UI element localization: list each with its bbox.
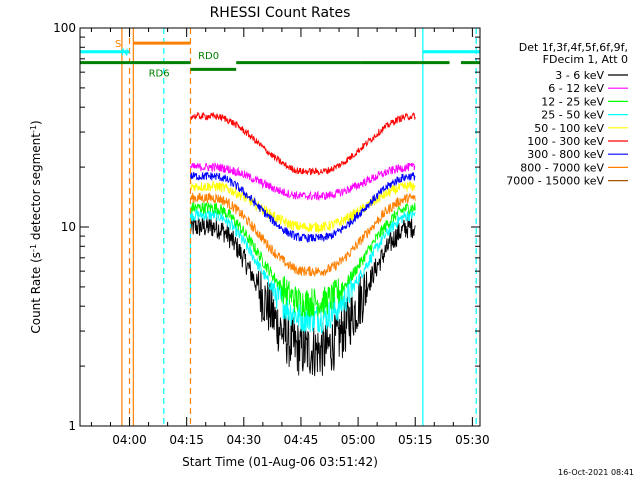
- series-trace: [289, 217, 416, 377]
- legend-header-line-2: FDecim 1, Att 0: [543, 53, 628, 66]
- series-trace: [289, 208, 416, 335]
- chart-title: RHESSI Count Rates: [210, 5, 351, 21]
- legend-entry-label: 7000 - 15000 keV: [506, 175, 604, 188]
- rd-state-label: RD6: [149, 69, 170, 80]
- x-tick-label: 05:00: [341, 433, 376, 447]
- legend-entry-label: 300 - 800 keV: [527, 148, 604, 161]
- series-trace: [190, 111, 290, 170]
- series-trace: [190, 161, 290, 199]
- legend-entry-label: 25 - 50 keV: [541, 109, 604, 122]
- x-tick-label: 04:15: [169, 433, 204, 447]
- y-tick-label: 1: [68, 419, 76, 433]
- x-tick-label: 04:45: [284, 433, 319, 447]
- legend-entry-label: 6 - 12 keV: [548, 82, 604, 95]
- y-axis-label-sup2: -1: [29, 125, 38, 133]
- series-trace: [289, 202, 416, 318]
- x-tick-label: 04:30: [227, 433, 262, 447]
- legend-entry-label: 3 - 6 keV: [555, 69, 604, 82]
- y-axis-label-end: ): [29, 120, 43, 125]
- plot-timestamp: 16-Oct-2021 08:41: [558, 468, 634, 477]
- x-tick-label: 04:00: [112, 433, 147, 447]
- legend: Det 1f,3f,4f,5f,6f,9f, FDecim 1, Att 0 3…: [506, 41, 628, 188]
- rd-state-label: RD0: [198, 51, 219, 62]
- y-axis-label-sup1: -1: [29, 244, 38, 252]
- x-tick-label: 05:30: [455, 433, 490, 447]
- legend-entry-label: 12 - 25 keV: [541, 95, 604, 108]
- series-trace: [190, 171, 290, 237]
- axes-layer: 04:00 04:15 04:30 04:45 05:00 05:15 05:30 1 10 10…: [53, 21, 490, 447]
- legend-header-line-1: Det 1f,3f,4f,5f,6f,9f,: [519, 41, 628, 54]
- legend-entry-label: 100 - 300 keV: [527, 135, 604, 148]
- series-trace: [190, 202, 290, 306]
- series-trace: [190, 209, 290, 321]
- x-tick-label: 05:15: [398, 433, 433, 447]
- series-trace: [190, 215, 290, 368]
- y-axis-label-main: Count Rate (s: [29, 252, 43, 334]
- y-axis-label-mid: detector segment: [29, 133, 43, 244]
- series-trace: [289, 172, 416, 243]
- x-axis-label: Start Time (01-Aug-06 03:51:42): [182, 455, 378, 469]
- legend-entry-label: 50 - 100 keV: [534, 122, 604, 135]
- series-trace: [289, 193, 416, 278]
- y-tick-label: 100: [53, 21, 76, 35]
- y-tick-label: 10: [61, 220, 76, 234]
- series-trace: [289, 112, 416, 176]
- series-trace: [289, 162, 416, 202]
- legend-entry-label: 800 - 7000 keV: [520, 161, 604, 174]
- series-trace: [289, 181, 416, 234]
- y-axis-label: Count Rate (s-1 detector segment-1): [29, 120, 43, 333]
- trace-layer: [189, 111, 416, 377]
- series-trace: [190, 181, 290, 229]
- overlay-layer: SN RD0 RD6: [80, 28, 480, 426]
- flag-bar-label: N: [121, 48, 128, 59]
- series-trace: [190, 192, 290, 270]
- flag-bar-label: S: [115, 39, 121, 50]
